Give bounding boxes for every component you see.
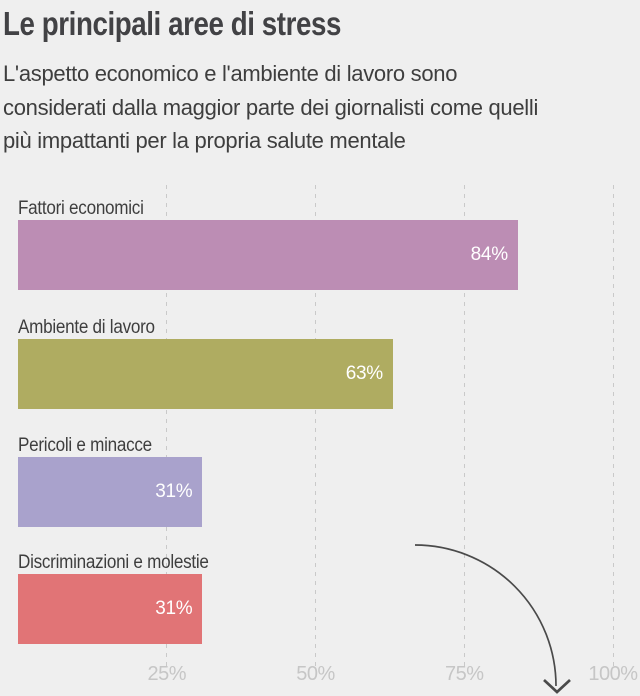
x-axis-tick-label: 100% bbox=[588, 663, 638, 685]
page-subtitle: L'aspetto economico e l'ambiente di lavo… bbox=[3, 57, 538, 158]
gridline-75 bbox=[463, 185, 465, 668]
subtitle-line-2: considerati dalla maggior parte dei gior… bbox=[3, 94, 539, 120]
bar-1: 84% bbox=[18, 220, 518, 290]
gridline-50 bbox=[315, 185, 316, 668]
bar-4: 31% bbox=[18, 574, 203, 644]
bar-3: 31% bbox=[18, 457, 203, 527]
category-label: Pericoli e minacce bbox=[18, 435, 152, 456]
subtitle-line-3: più impattanti per la propria salute men… bbox=[3, 128, 406, 153]
gridline-25 bbox=[166, 185, 168, 668]
bar-value-label: 31% bbox=[155, 481, 193, 502]
bar-2: 63% bbox=[18, 339, 393, 409]
category-label: Ambiente di lavoro bbox=[18, 317, 155, 338]
x-axis-tick-label: 25% bbox=[147, 663, 187, 685]
x-axis-tick-label: 50% bbox=[296, 663, 335, 685]
subtitle-line-1: L'aspetto economico e l'ambiente di lavo… bbox=[3, 61, 458, 86]
x-axis-tick-label: 75% bbox=[444, 663, 484, 685]
page-title: Le principali aree di stress bbox=[3, 5, 341, 42]
bar-value-label: 63% bbox=[345, 363, 383, 384]
category-label: Fattori economici bbox=[18, 198, 144, 219]
category-label: Discriminazioni e molestie bbox=[18, 552, 209, 573]
bar-value-label: 84% bbox=[470, 244, 508, 265]
gridline-100 bbox=[612, 185, 614, 668]
bar-value-label: 31% bbox=[155, 598, 193, 619]
